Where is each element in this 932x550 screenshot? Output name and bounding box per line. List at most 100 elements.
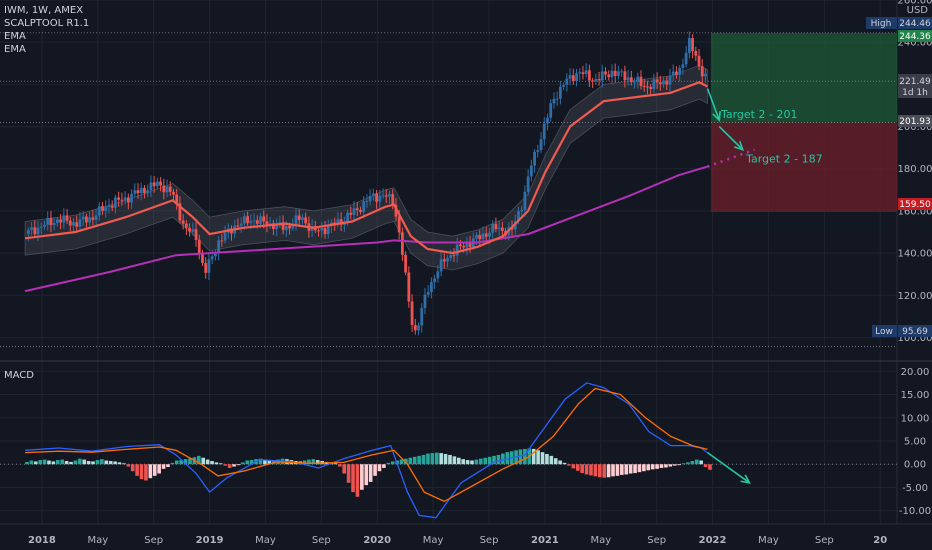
candle-body [326, 225, 330, 235]
indicator-ema-1[interactable]: EMA [4, 31, 26, 42]
candle-body [555, 98, 559, 100]
candle-body [552, 98, 556, 104]
candle-body [110, 205, 114, 208]
histogram-bar [232, 464, 236, 467]
price-tick-label: 160.00 [898, 206, 932, 217]
candle-body [684, 52, 688, 65]
candle-body [642, 85, 646, 87]
candle-body [639, 76, 643, 86]
symbol-title[interactable]: IWM, 1W, AMEX [4, 5, 84, 16]
candle-body [323, 228, 327, 235]
candle-body [259, 216, 262, 224]
histogram-bar [346, 464, 351, 483]
candle-body [542, 123, 546, 140]
time-axis[interactable]: 2018 May Sep 2019 May Sep 2020 May Sep 2021 May Sep… [28, 535, 887, 546]
candle-body [475, 235, 478, 239]
candle-body [481, 233, 485, 240]
macd-title[interactable]: MACD [4, 370, 34, 381]
candle-body [594, 79, 598, 82]
histogram-bar [434, 452, 439, 465]
histogram-bar [258, 458, 263, 465]
candle-body [75, 222, 79, 227]
histogram-bar [426, 453, 430, 465]
histogram-bar [505, 452, 510, 465]
candle-body [265, 221, 269, 226]
entry-value: 201.93 [899, 117, 931, 127]
time-tick-label: May [590, 535, 611, 546]
candle-body [255, 220, 259, 224]
candle-body [320, 228, 324, 231]
candle-body [81, 216, 85, 220]
indicator-scalptool[interactable]: SCALPTOOL R1.1 [4, 18, 90, 29]
candle-body [568, 75, 572, 79]
candle-body [629, 77, 633, 82]
macd-tick-label: 20.00 [901, 367, 930, 378]
price-axis[interactable]: 100.00120.00140.00160.00180.00200.00220.… [898, 0, 932, 344]
time-tick-label: Sep [480, 535, 499, 546]
macd-legend: MACD [4, 369, 34, 382]
candle-body [526, 176, 530, 192]
candle-body [26, 229, 30, 235]
candle-body [607, 74, 611, 78]
histogram-bar [553, 458, 558, 465]
candle-body [400, 232, 404, 255]
histogram-bar [558, 460, 562, 465]
candle-body [91, 217, 95, 220]
candle-body [691, 38, 694, 52]
candle-body [533, 151, 536, 166]
candle-body [697, 55, 701, 67]
candle-body [452, 255, 456, 257]
histogram-bar [461, 459, 466, 465]
candle-body [633, 81, 636, 83]
candle-body [85, 216, 88, 223]
candle-body [149, 182, 153, 191]
candle-body [281, 222, 285, 230]
candle-body [455, 244, 459, 256]
macd-tick-label: 15.00 [901, 390, 930, 401]
histogram-bar [38, 460, 42, 465]
candle-body [449, 255, 453, 259]
histogram-bar [227, 464, 232, 468]
histogram-bar [430, 453, 435, 465]
candle-body [675, 71, 678, 75]
histogram-bar [703, 464, 708, 468]
candle-body [417, 325, 420, 331]
histogram-bar [188, 458, 192, 465]
histogram-bar [47, 460, 51, 465]
candle-body [120, 199, 124, 201]
macd-tick-label: -5.00 [902, 483, 928, 494]
candle-body [371, 193, 375, 197]
histogram-bar [364, 464, 369, 486]
candle-body [578, 72, 582, 74]
candle-body [213, 253, 217, 257]
histogram-bar [575, 464, 580, 471]
ema-slow-projection [707, 148, 755, 168]
candle-body [291, 224, 295, 229]
time-tick-label: May [87, 535, 108, 546]
histogram-bar [307, 459, 311, 465]
candle-body [658, 82, 662, 85]
candle-body [500, 227, 504, 231]
histogram-bar [708, 464, 712, 470]
candle-body [30, 227, 33, 230]
histogram-bar [668, 464, 673, 467]
histogram-bar [580, 464, 584, 474]
histogram-bar [333, 463, 338, 465]
histogram-bar [126, 464, 131, 467]
histogram-bar [382, 464, 386, 468]
candle-body [49, 217, 53, 226]
indicator-ema-2[interactable]: EMA [4, 44, 26, 55]
histogram-bar [223, 464, 228, 466]
macd-axis[interactable]: 20.00 15.00 10.00 5.00 0.00 -5.00 -10.00 [899, 367, 931, 517]
candle-body [97, 206, 101, 216]
price-tick-label: 260.00 [898, 0, 932, 7]
histogram-bar [404, 458, 408, 465]
candle-body [297, 215, 301, 220]
histogram-bar [439, 453, 443, 465]
histogram-bar [245, 460, 250, 465]
histogram-bar [501, 453, 505, 465]
candle-body [410, 301, 414, 325]
candle-body [146, 190, 150, 194]
histogram-bar [179, 460, 183, 465]
